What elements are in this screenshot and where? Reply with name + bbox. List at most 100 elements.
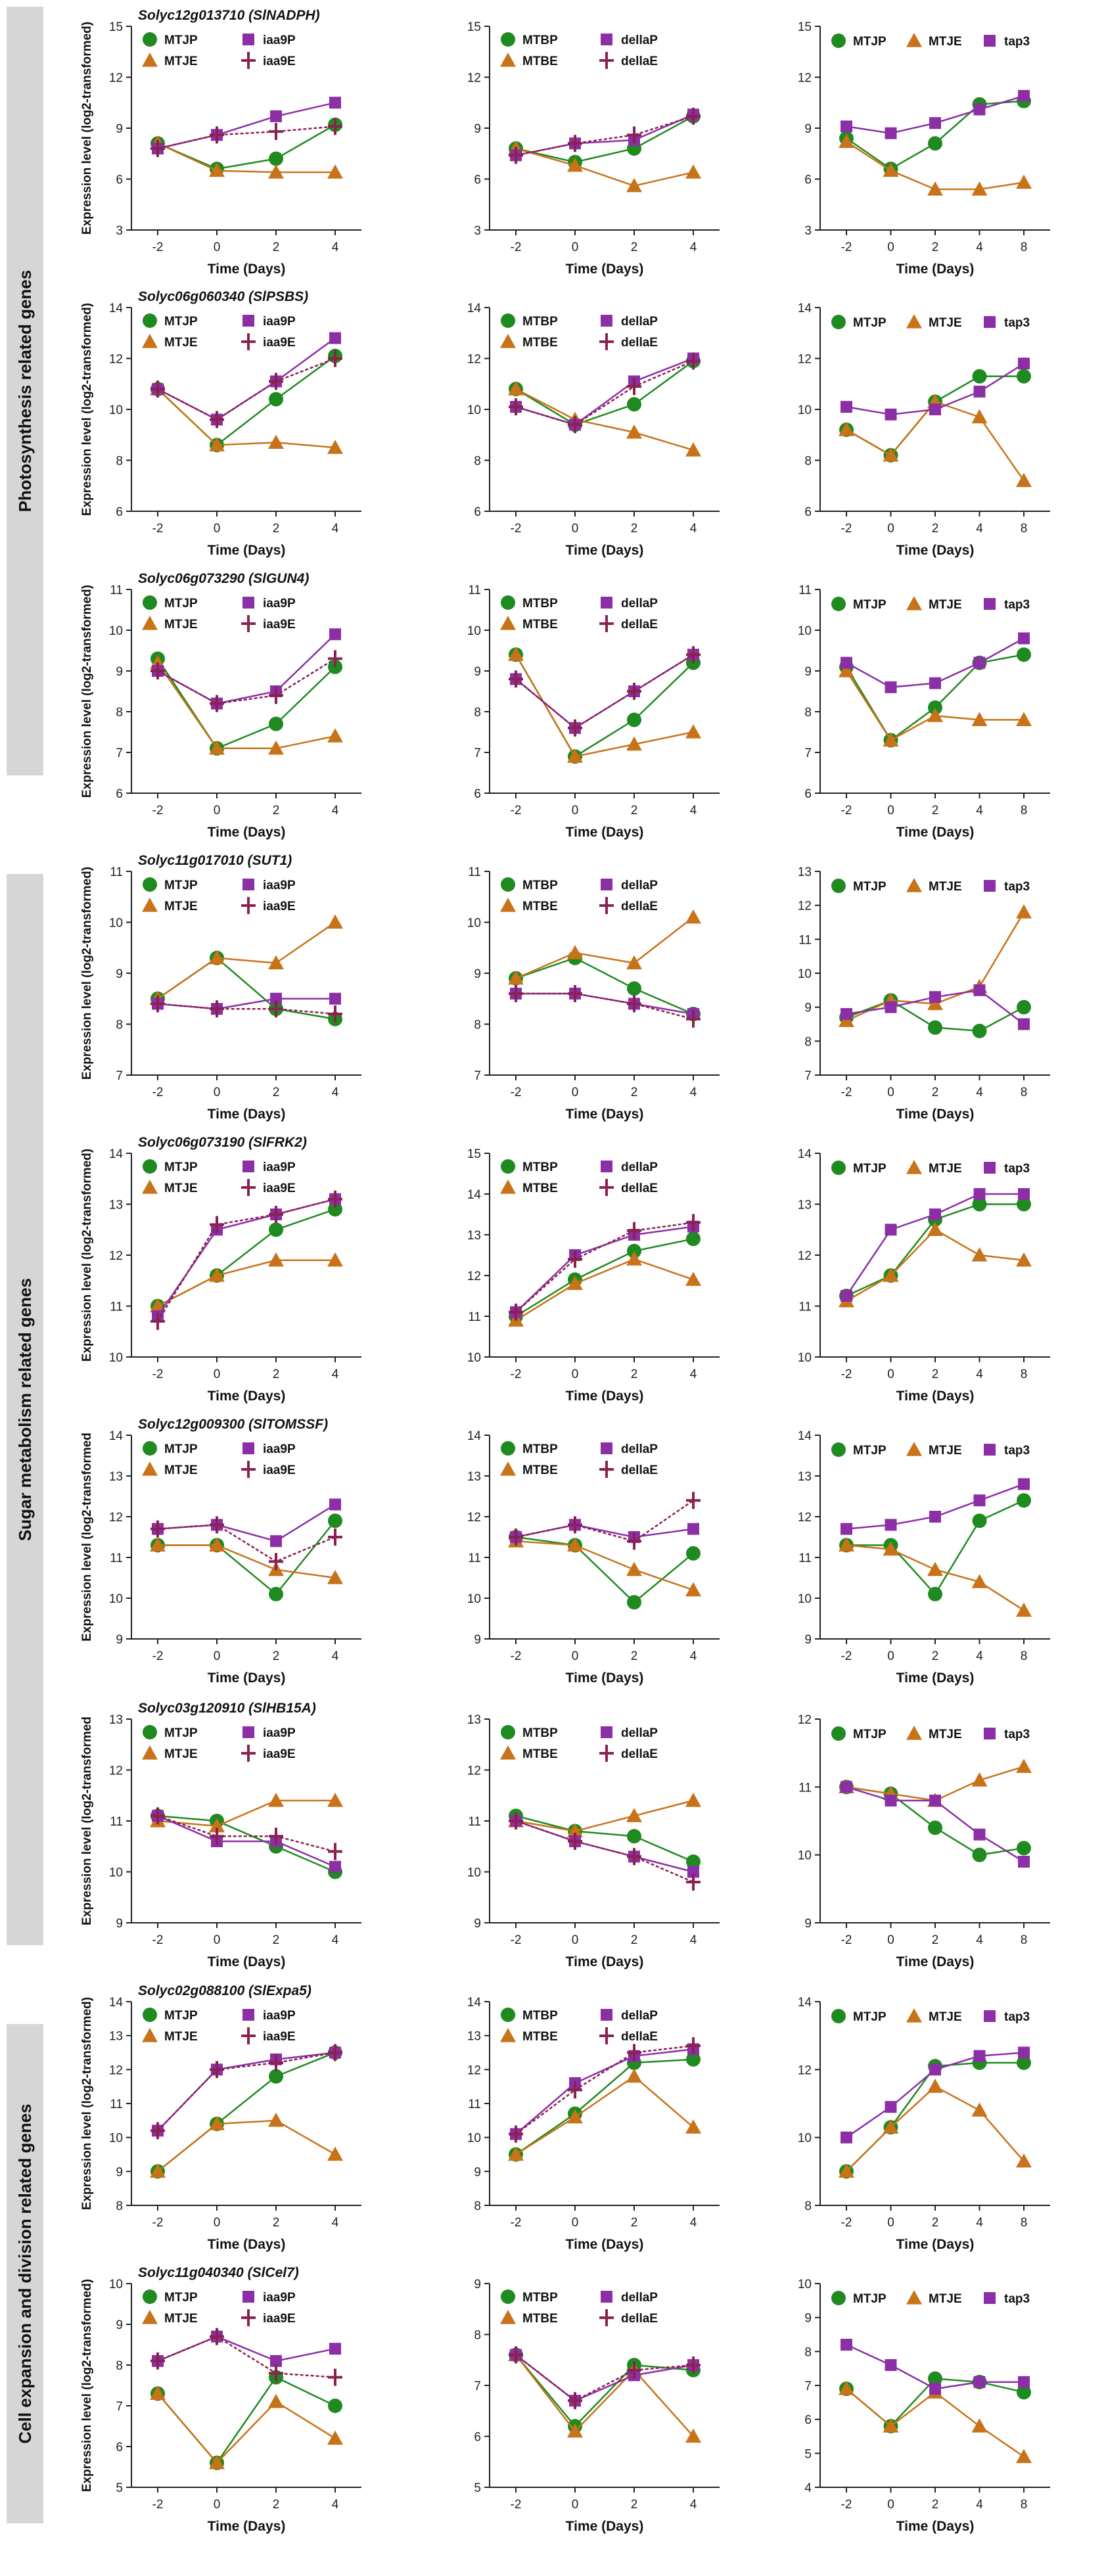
legend-label: iaa9E	[263, 1747, 296, 1761]
y-tick-label: 6	[804, 505, 812, 519]
y-tick-label: 12	[798, 1511, 812, 1525]
gene-title: Solyc03g120910 (SlHB15A)	[138, 1701, 316, 1716]
y-tick-label: 13	[109, 1713, 123, 1727]
data-point	[971, 409, 988, 424]
y-tick-label: 14	[467, 1429, 482, 1443]
data-point	[500, 898, 516, 912]
data-point	[984, 2010, 996, 2022]
legend-label: MTBP	[522, 1726, 558, 1740]
data-point	[509, 1529, 523, 1546]
series-line	[157, 2052, 336, 2132]
data-point	[627, 1243, 641, 1258]
data-point	[906, 2290, 922, 2305]
series-line	[157, 143, 335, 173]
x-axis-label: Time (Days)	[566, 825, 644, 840]
series-line	[515, 654, 694, 729]
legend: MTJP MTJE iaa9P iaa9E	[142, 1159, 296, 1196]
y-tick-label: 8	[474, 2329, 481, 2343]
data-point	[984, 35, 996, 47]
chart-panel-r7c1: 8 9 10 11 12 13 14 -2 0 2 4 Time (Days) MTBP MTBE dell…	[467, 1996, 720, 2252]
series-MTJE	[150, 1537, 343, 1584]
y-tick-label: 13	[467, 1229, 481, 1243]
section-band	[7, 2024, 43, 2523]
y-tick-label: 14	[109, 1996, 124, 2010]
series-MTJE	[839, 663, 1032, 747]
data-point	[209, 2116, 225, 2130]
series-line	[515, 2354, 694, 2402]
y-tick-label: 12	[109, 353, 123, 367]
data-point	[686, 2037, 701, 2055]
y-tick-label: 10	[798, 403, 812, 417]
x-tick-label: 2	[932, 1649, 939, 1663]
data-point	[984, 598, 996, 610]
y-tick-label: 12	[109, 1511, 123, 1525]
data-point	[269, 1828, 283, 1845]
data-point	[885, 2101, 897, 2113]
gene-id: Solyc06g073190	[138, 1135, 245, 1150]
y-tick-label: 8	[116, 706, 123, 720]
data-point	[501, 2008, 515, 2022]
data-point	[1016, 1252, 1032, 1267]
y-axis-label: Expression level (log2-transformed)	[80, 303, 94, 516]
legend-label: MTBP	[522, 34, 558, 47]
x-tick-label: 2	[932, 2498, 939, 2512]
data-point	[599, 52, 614, 69]
data-point	[929, 1208, 941, 1220]
chart-panel-r4c0: 10 11 12 13 14 -2 0 2 4 Time (Days) Expression lev…	[80, 1135, 361, 1404]
data-point	[150, 2163, 166, 2178]
y-tick-label: 9	[804, 1001, 812, 1015]
data-point	[929, 403, 941, 415]
y-tick-label: 9	[116, 967, 123, 981]
data-point	[885, 681, 897, 693]
y-tick-label: 6	[116, 505, 123, 519]
x-tick-label: -2	[152, 1649, 164, 1663]
data-point	[500, 334, 516, 348]
data-point	[627, 995, 641, 1013]
legend: MTJP MTJE iaa9P iaa9E	[142, 1441, 296, 1478]
series-MTJP	[150, 1808, 342, 1879]
data-point	[269, 2054, 283, 2071]
series-tap3	[841, 1781, 1030, 1868]
data-point	[927, 708, 943, 722]
series-line	[515, 1524, 694, 1538]
legend-label: MTJP	[164, 315, 198, 329]
y-tick-label: 9	[804, 665, 812, 679]
data-point	[599, 1461, 614, 1478]
data-point	[509, 1303, 523, 1321]
series-dellaP	[510, 1815, 699, 1878]
data-point	[241, 897, 256, 914]
legend-label: MTJE	[929, 1444, 962, 1458]
data-point	[268, 2393, 284, 2408]
legend-label: MTJE	[929, 598, 962, 612]
legend-label: MTBP	[522, 315, 558, 329]
data-point	[501, 2289, 515, 2304]
gene-title: Solyc06g060340 (SlPSBS)	[138, 289, 308, 304]
series-iaa9P	[152, 97, 341, 154]
data-point	[687, 1523, 699, 1535]
data-point	[500, 1461, 516, 1476]
data-point	[686, 1010, 701, 1028]
data-point	[686, 1546, 701, 1561]
data-point	[685, 909, 701, 924]
x-tick-label: 8	[1021, 1933, 1028, 1947]
data-point	[1018, 89, 1030, 102]
y-tick-label: 6	[804, 787, 812, 801]
data-point	[328, 1005, 342, 1023]
series-iaa9P	[152, 1193, 341, 1322]
section-label: Photosynthesis related genes	[15, 270, 35, 512]
gene-name: SlNADPH	[253, 8, 315, 23]
legend-label: iaa9E	[263, 2030, 296, 2044]
chart-panel-r1c1: 6 8 10 12 14 -2 0 2 4 Time (Days) MTBP MTBE dellaP de…	[467, 302, 720, 558]
data-point	[984, 1162, 996, 1174]
data-point	[508, 2146, 524, 2161]
y-tick-label: 12	[798, 1713, 812, 1727]
y-tick-label: 7	[116, 747, 123, 760]
series-line	[157, 2119, 336, 2173]
series-MTJE	[839, 1222, 1032, 1308]
y-tick-label: 9	[116, 2165, 123, 2179]
data-point	[627, 1848, 641, 1866]
y-tick-label: 10	[798, 2132, 812, 2146]
data-point	[268, 1252, 284, 1267]
chart-panel-r1c2: 6 8 10 12 14 -2 0 2 4 8 Time (Days) MTJP MTJE tap3	[798, 302, 1050, 558]
x-tick-label: 2	[631, 522, 638, 536]
